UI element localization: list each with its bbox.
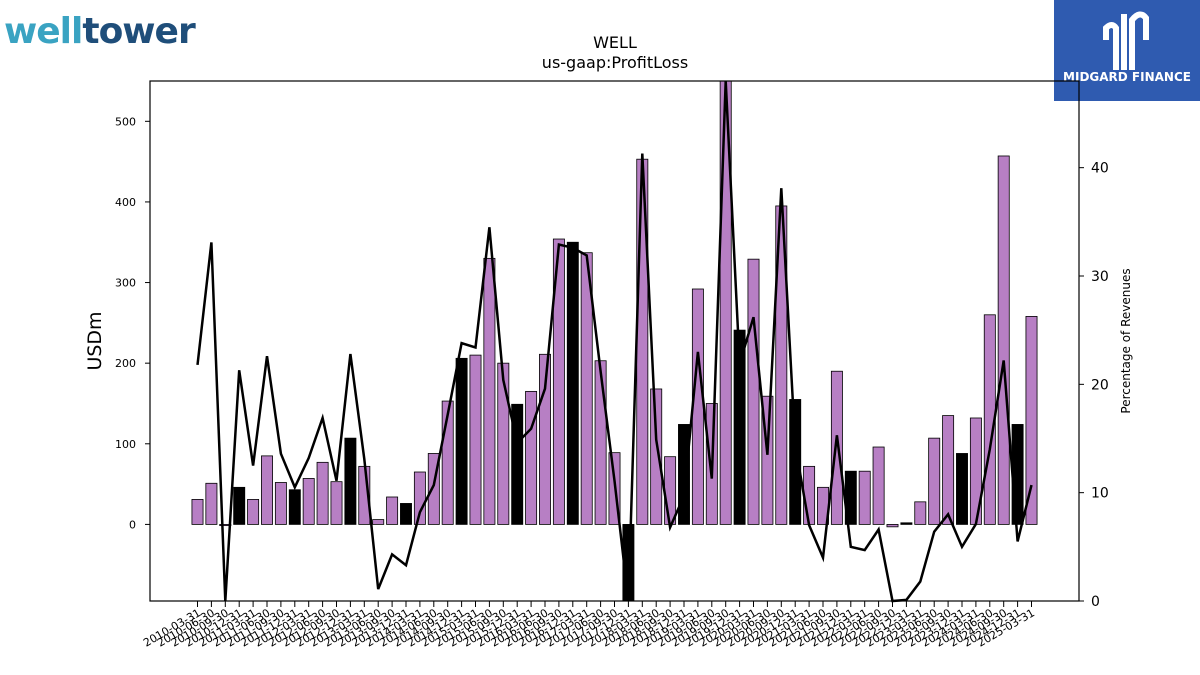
y2-tick-label: 0: [1091, 594, 1100, 610]
bar-2025-03-31: [1025, 316, 1038, 525]
right-y-axis: 0 10 20 30 40: [1079, 161, 1109, 610]
bar-2013-12-31: [400, 503, 412, 525]
bar-2013-09-30: [386, 496, 399, 525]
bar-2016-09-30: [552, 238, 565, 525]
logo-text-tower: tower: [82, 11, 195, 52]
bar-2022-09-30: [886, 524, 899, 528]
bar-2022-03-31: [858, 470, 871, 525]
y-tick-label: 300: [115, 277, 136, 290]
bar-2020-03-31: [747, 258, 760, 525]
bar-2014-06-30: [427, 453, 440, 525]
x-axis: 2010-03-312010-06-302010-09-302010-12-31…: [141, 601, 1037, 650]
y-tick-label: 100: [115, 438, 136, 451]
bar-2012-09-30: [330, 481, 343, 525]
y-tick-label: 200: [115, 357, 136, 370]
y2-tick-label: 20: [1091, 377, 1109, 393]
bar-2015-12-31: [511, 403, 524, 525]
bar-2014-03-31: [413, 471, 426, 525]
bar-2015-09-30: [497, 362, 510, 525]
bar-2012-06-30: [316, 461, 329, 525]
bar-2012-03-31: [302, 478, 315, 525]
y-tick-label: 400: [115, 196, 136, 209]
bar-2023-03-31: [914, 501, 927, 525]
logo-text-well: well: [4, 11, 83, 52]
welltower-logo: welltower: [4, 2, 196, 62]
bar-2019-12-31: [733, 329, 746, 525]
bar-2018-12-31: [678, 424, 690, 525]
bar-2022-12-31: [900, 522, 913, 525]
bar-2023-12-31: [956, 453, 968, 525]
bar-2024-12-31: [1011, 424, 1024, 525]
y2-tick-label: 30: [1091, 269, 1109, 285]
y-tick-label: 0: [129, 518, 136, 531]
bar-2020-06-30: [761, 395, 774, 525]
y2-axis-label: Percentage of Revenues: [1119, 268, 1133, 413]
bar-2019-03-31: [691, 288, 704, 525]
bar-2010-03-31: [191, 499, 204, 525]
bar-2010-06-30: [205, 482, 218, 525]
bar-2011-06-30: [261, 455, 273, 525]
bar-2024-09-30: [997, 155, 1010, 525]
bar-series: [191, 80, 1038, 602]
bar-2022-06-30: [872, 446, 885, 525]
bar-2016-06-30: [539, 353, 551, 525]
y-axis-label: USDm: [84, 311, 106, 370]
bar-2023-06-30: [928, 437, 941, 525]
y2-tick-label: 40: [1091, 161, 1109, 177]
bar-2015-06-30: [483, 257, 496, 525]
y2-tick-label: 10: [1091, 486, 1109, 502]
bar-2011-03-31: [247, 499, 260, 525]
bar-2011-12-31: [288, 489, 301, 525]
bar-2016-03-31: [525, 390, 538, 525]
bar-2018-09-30: [664, 456, 677, 525]
bar-2014-09-30: [441, 400, 454, 525]
bar-2013-06-30: [372, 519, 385, 525]
midgard-finance-logo: MIDGARD FINANCE: [1054, 0, 1200, 101]
bar-2017-03-31: [580, 252, 593, 525]
bar-2021-09-30: [830, 370, 843, 525]
chart-title: WELL: [593, 33, 637, 52]
midgard-finance-name: MIDGARD FINANCE: [1063, 70, 1191, 84]
bar-2018-06-30: [650, 388, 663, 525]
bar-2023-09-30: [942, 415, 955, 525]
midgard-emblem-icon: [1103, 11, 1149, 70]
bar-2015-03-31: [469, 354, 482, 525]
bar-2011-09-30: [274, 482, 287, 525]
bar-2020-12-31: [789, 399, 802, 525]
bar-2012-12-31: [344, 437, 357, 525]
bar-2021-03-31: [803, 465, 816, 525]
left-y-axis: 0 100 200 300 400 500: [115, 115, 150, 531]
bar-2017-06-30: [594, 360, 607, 525]
bar-2016-12-31: [566, 241, 579, 525]
chart-subtitle: us-gaap:ProfitLoss: [542, 53, 688, 72]
y-tick-label: 500: [115, 115, 136, 128]
bar-2010-12-31: [233, 486, 246, 525]
bar-2014-12-31: [455, 357, 468, 525]
